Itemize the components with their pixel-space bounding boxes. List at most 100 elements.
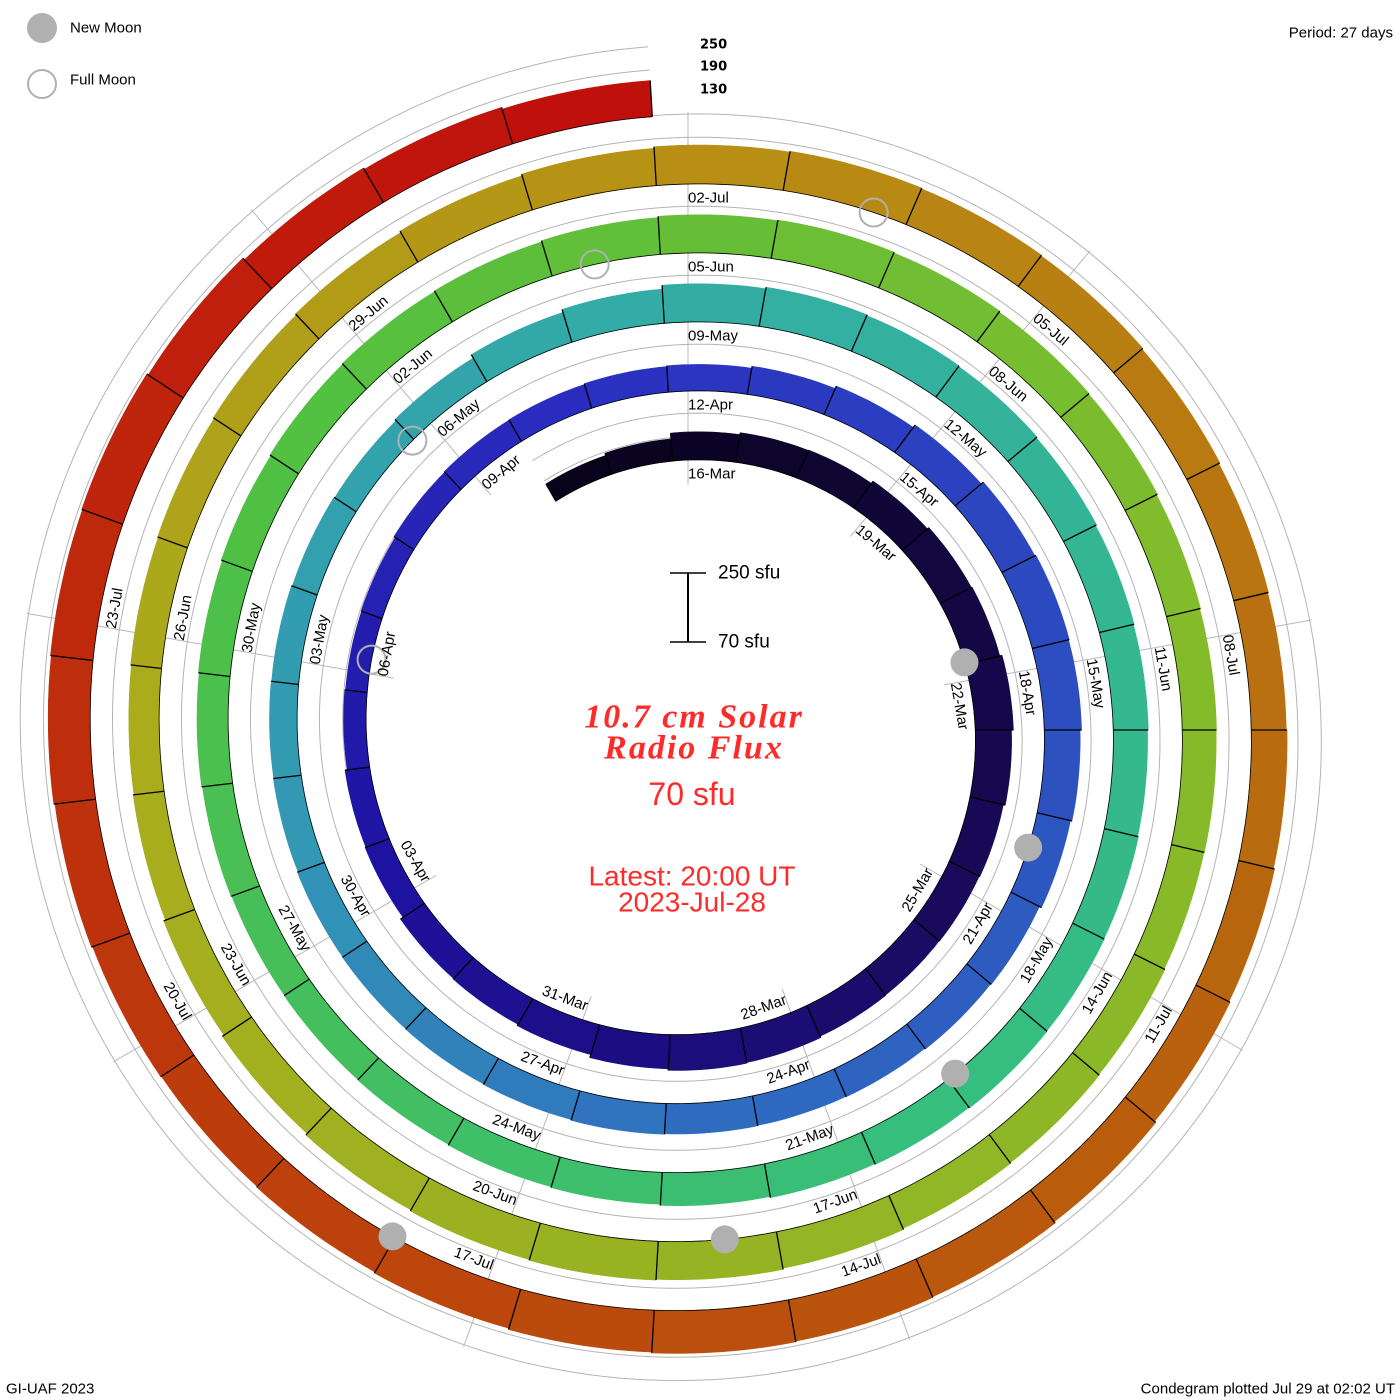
day-boundary xyxy=(969,796,1006,806)
footer-plotted: Condegram plotted Jul 29 at 02:02 UT xyxy=(1141,1381,1395,1398)
day-boundary xyxy=(528,1222,542,1261)
flux-bar xyxy=(666,364,753,395)
day-boundary xyxy=(516,998,534,1026)
flux-bar xyxy=(202,782,260,897)
day-boundary xyxy=(739,1027,748,1064)
day-boundary xyxy=(405,1007,427,1030)
day-boundary xyxy=(230,885,260,897)
day-boundary xyxy=(201,782,233,788)
period-label: Period: 27 days xyxy=(1289,25,1393,42)
level-guide-190 xyxy=(42,69,1299,1358)
day-boundary xyxy=(256,1157,285,1188)
day-boundary xyxy=(305,1107,332,1136)
flux-bar xyxy=(269,363,367,475)
flux-bar xyxy=(550,1156,663,1205)
flux-bar xyxy=(1133,844,1205,970)
date-label: 05-Jun xyxy=(688,259,734,276)
date-label: 09-May xyxy=(688,328,739,345)
day-boundary xyxy=(988,1134,1012,1164)
flux-bar xyxy=(54,798,131,948)
flux-bar xyxy=(220,455,299,572)
flux-bar xyxy=(1098,624,1149,731)
new-moon-icon xyxy=(941,1059,970,1088)
flux-bar xyxy=(81,373,184,525)
day-boundary xyxy=(954,481,984,507)
footer-credit: GI-UAF 2023 xyxy=(6,1381,94,1398)
day-boundary xyxy=(399,230,419,263)
flux-bar xyxy=(271,585,318,685)
date-label: 18-Apr xyxy=(1015,669,1040,716)
day-boundary xyxy=(1017,254,1042,287)
flux-bar xyxy=(653,144,791,191)
flux-bar xyxy=(746,365,836,415)
day-boundary xyxy=(447,1117,465,1146)
day-boundary xyxy=(291,585,318,596)
day-boundary xyxy=(746,366,753,395)
day-boundary xyxy=(758,287,767,327)
date-label: 22-Mar xyxy=(947,681,972,731)
day-boundary xyxy=(659,1172,663,1206)
day-boundary xyxy=(160,1054,195,1078)
date-label: 02-Jul xyxy=(688,190,729,207)
day-boundary xyxy=(1186,462,1221,481)
full-moon-icon xyxy=(858,197,889,228)
day-boundaries xyxy=(50,80,1288,1353)
day-boundary xyxy=(393,536,415,551)
day-boundary xyxy=(500,107,514,145)
base-value-label: 70 sfu xyxy=(648,776,735,812)
day-boundary xyxy=(787,1299,797,1343)
scale-bar: 250 sfu 70 sfu xyxy=(670,563,780,653)
day-boundary xyxy=(221,559,253,573)
day-boundary xyxy=(657,216,661,255)
day-boundary xyxy=(651,1310,655,1353)
day-boundary xyxy=(878,251,895,289)
day-boundary xyxy=(604,452,613,475)
day-boundary xyxy=(966,963,992,985)
day-boundary xyxy=(666,365,669,393)
day-boundary xyxy=(894,424,916,453)
flux-bar xyxy=(399,175,533,263)
day-boundary xyxy=(948,860,981,878)
flux-bar xyxy=(570,1090,667,1135)
day-boundary xyxy=(823,385,837,415)
new-moon-icon xyxy=(1014,833,1043,862)
flux-bar xyxy=(508,1288,655,1353)
date-label: 23-Jul xyxy=(103,587,127,630)
day-boundary xyxy=(1195,984,1231,1003)
day-boundary xyxy=(1238,859,1275,870)
full-moon-icon xyxy=(356,644,387,675)
day-boundary xyxy=(670,433,673,462)
day-boundary xyxy=(1036,812,1073,822)
flux-bar xyxy=(861,1078,970,1165)
day-boundary xyxy=(1029,1189,1056,1224)
date-label: 08-Jul xyxy=(1219,634,1243,677)
day-boundary xyxy=(806,1005,822,1038)
flux-bar xyxy=(196,672,233,788)
flux-bar xyxy=(157,417,242,549)
full-moon-icon xyxy=(397,425,428,456)
flux-bar xyxy=(1007,437,1097,542)
moon-markers xyxy=(356,197,1043,1254)
flux-bar xyxy=(501,80,653,145)
flux-bar xyxy=(823,385,914,453)
level-label-130: 130 xyxy=(700,83,727,98)
day-boundary xyxy=(443,471,462,490)
day-boundary xyxy=(1133,953,1166,971)
day-boundary xyxy=(1166,607,1201,618)
level-label-250: 250 xyxy=(700,38,727,53)
flux-bar xyxy=(360,537,415,619)
day-boundary xyxy=(1032,639,1070,650)
day-boundary xyxy=(333,496,357,513)
day-boundary xyxy=(271,680,299,686)
full-moon-legend-icon xyxy=(27,69,57,99)
day-boundary xyxy=(341,363,367,390)
day-boundary xyxy=(888,1195,905,1230)
day-boundary xyxy=(146,373,184,399)
day-boundary xyxy=(452,957,474,980)
day-boundary xyxy=(850,314,868,352)
flux-bar xyxy=(283,978,380,1081)
day-boundary xyxy=(295,313,320,340)
day-boundary xyxy=(283,978,310,997)
flux-bars xyxy=(47,80,1288,1354)
